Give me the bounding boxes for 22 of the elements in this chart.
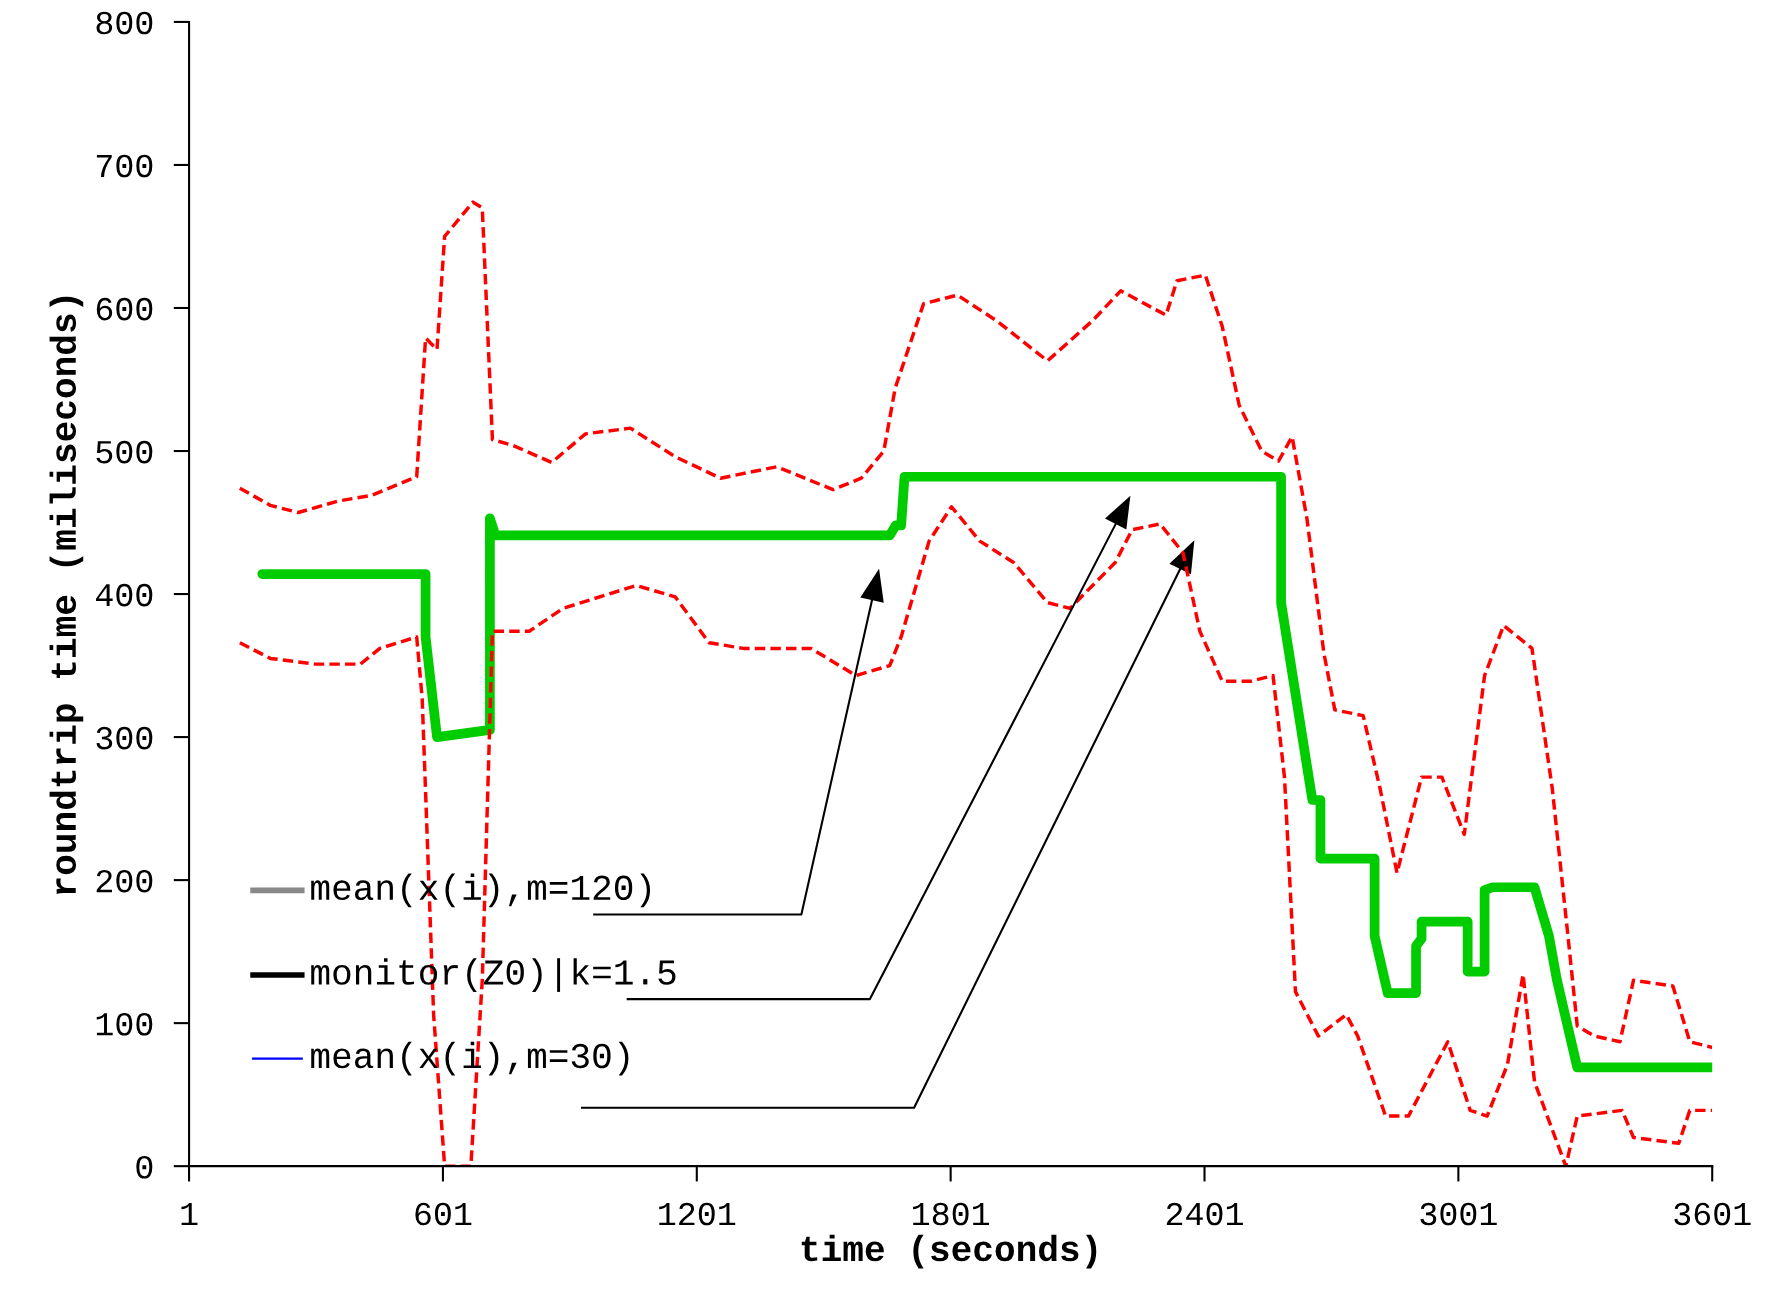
y-tick-label: 200: [96, 869, 153, 893]
line-series: [238, 505, 1713, 1167]
y-tick-label: 500: [96, 440, 153, 464]
y-tick-label: 100: [96, 1012, 153, 1036]
x-tick-label: 601: [415, 1202, 472, 1226]
y-tick-label: 400: [96, 583, 153, 607]
y-tick-label: 800: [96, 11, 153, 35]
annotation: mean(x(i),m=30): [311, 1041, 629, 1076]
x-axis-title: time (seconds): [801, 1234, 1097, 1269]
y-tick-label: 600: [96, 297, 153, 321]
x-tick-label: 1201: [659, 1202, 736, 1226]
x-tick-label: 1: [181, 1203, 198, 1226]
x-tick-label: 2401: [1166, 1202, 1243, 1226]
y-tick-label: 0: [136, 1155, 153, 1179]
annotation: mean(x(i),m=120): [311, 873, 651, 908]
x-tick-label: 1801: [913, 1202, 990, 1226]
x-tick-label: 3601: [1674, 1202, 1751, 1226]
y-tick-label: 700: [96, 154, 153, 178]
annotation: monitor(Z0)|k=1.5: [311, 958, 676, 992]
y-tick-label: 300: [96, 726, 153, 750]
y-axis-title: roundtrip time (miliseconds): [49, 296, 84, 894]
x-tick-label: 3001: [1420, 1202, 1497, 1226]
